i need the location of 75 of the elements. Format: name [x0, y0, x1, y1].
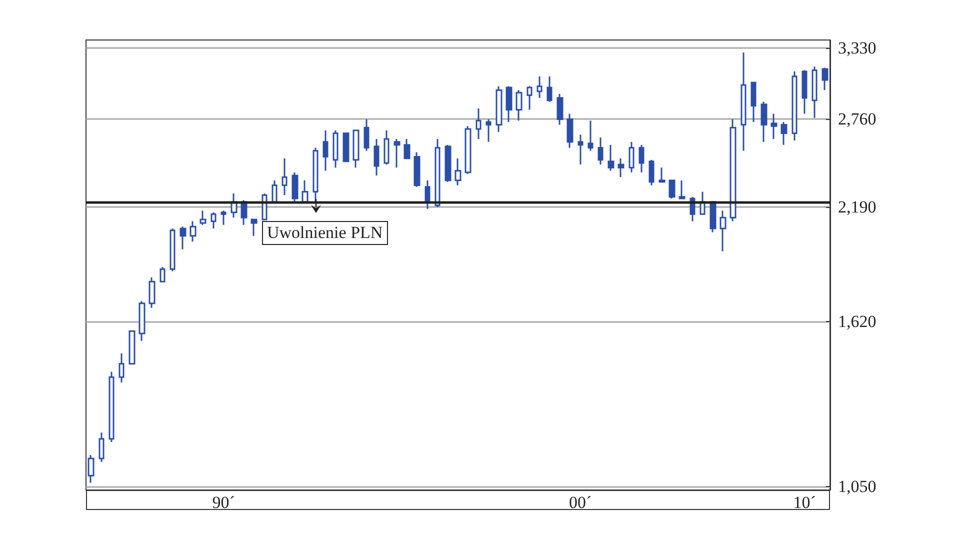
candlestick — [566, 113, 574, 149]
candlestick — [394, 138, 400, 168]
candlestick — [384, 130, 390, 166]
candlestick — [108, 370, 114, 443]
candlestick — [476, 108, 482, 140]
y-tick-label: 3,330 — [838, 38, 876, 58]
x-tick-label: 10´ — [793, 493, 816, 512]
candlestick — [812, 66, 818, 119]
candlestick — [128, 330, 136, 364]
candlestick — [352, 130, 360, 168]
candlestick — [516, 89, 522, 122]
candlestick — [598, 136, 604, 166]
candlestick — [658, 166, 666, 183]
candlestick — [374, 138, 380, 176]
candlestick — [88, 454, 94, 484]
candlestick — [648, 159, 654, 186]
candlestick — [98, 432, 104, 463]
annotation: Uwolnienie PLN — [262, 221, 388, 245]
candlestick — [250, 218, 258, 237]
y-tick-label: 1,620 — [838, 312, 876, 332]
candlestick — [638, 144, 644, 174]
candlestick — [750, 82, 756, 123]
candlestick — [160, 266, 166, 282]
x-tick-label: 00´ — [568, 493, 592, 512]
candlestick — [770, 113, 778, 140]
candlestick — [322, 130, 328, 172]
candlestick — [170, 228, 176, 272]
candlestick — [730, 118, 736, 222]
candlestick — [148, 276, 156, 309]
candlestick — [404, 138, 410, 160]
candlestick — [200, 210, 206, 226]
candlestick — [414, 152, 420, 188]
candlestick — [220, 210, 226, 226]
candlestick — [710, 201, 716, 233]
candlestick — [496, 86, 502, 133]
candlestick — [444, 144, 452, 183]
candlestick — [578, 134, 584, 166]
candlestick — [556, 93, 564, 126]
candlestick — [506, 86, 512, 123]
candlestick — [180, 226, 186, 250]
candlestick — [486, 118, 492, 143]
y-tick-label: 2,760 — [838, 110, 876, 129]
candlestick — [190, 220, 196, 242]
candlestick — [434, 138, 440, 208]
y-tick-label: 1,050 — [838, 476, 876, 496]
x-tick-label: 90´ — [212, 493, 235, 512]
candlestick — [364, 118, 370, 152]
candlestick — [628, 141, 634, 174]
candlestick — [282, 158, 288, 196]
candlestick — [302, 180, 308, 203]
candlestick — [210, 212, 216, 230]
candlestick — [546, 76, 552, 102]
candlestick — [588, 120, 594, 152]
candlestick — [464, 125, 472, 175]
candlestick — [780, 121, 788, 146]
candlestick — [618, 158, 624, 178]
candlestick — [526, 86, 532, 110]
candlestick — [792, 70, 798, 142]
candlestick — [332, 130, 338, 168]
candlestick — [118, 352, 124, 384]
candlestick — [608, 144, 614, 172]
candlestick — [802, 69, 808, 115]
candlestick — [138, 300, 146, 342]
candlestick — [454, 158, 462, 186]
candlestick — [678, 180, 686, 200]
candlestick — [822, 67, 828, 91]
candlestick — [740, 52, 746, 152]
candlestick — [668, 180, 676, 200]
candlestick — [760, 100, 768, 143]
candlestick — [292, 172, 298, 203]
candlestick — [720, 210, 726, 252]
candlestick — [424, 180, 430, 210]
y-tick-label: 2,190 — [838, 198, 876, 217]
candlestick — [342, 132, 350, 162]
candlestick — [536, 76, 542, 99]
